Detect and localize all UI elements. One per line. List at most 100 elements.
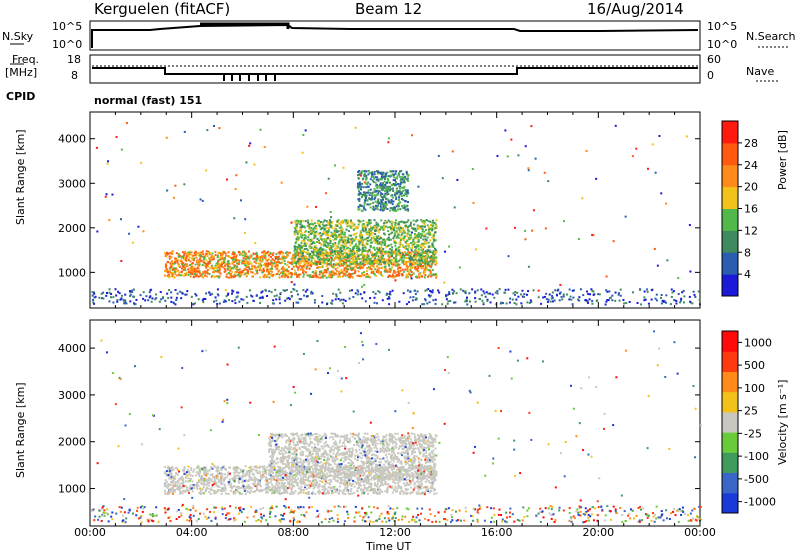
- data-cell: [211, 258, 214, 261]
- data-cell: [239, 271, 242, 274]
- data-cell: [335, 263, 338, 266]
- data-cell: [227, 255, 230, 258]
- data-cell: [351, 267, 354, 270]
- data-cell: [284, 498, 287, 501]
- data-cell: [321, 266, 324, 269]
- data-cell: [417, 270, 420, 273]
- data-cell: [218, 267, 221, 270]
- data-cell: [400, 226, 403, 229]
- data-cell: [304, 129, 307, 132]
- data-cell: [201, 264, 204, 267]
- data-cell: [372, 239, 375, 242]
- data-cell: [377, 198, 380, 201]
- data-cell: [405, 189, 408, 192]
- data-cell: [302, 238, 305, 241]
- data-cell: [247, 273, 250, 276]
- data-cell: [425, 260, 428, 263]
- data-cell: [261, 258, 264, 261]
- data-cell: [410, 270, 413, 273]
- data-cell: [357, 174, 360, 177]
- data-cell: [301, 236, 304, 239]
- data-cell: [343, 520, 346, 523]
- data-cell: [302, 133, 305, 136]
- data-cell: [313, 248, 316, 251]
- data-cell: [149, 295, 152, 298]
- data-cell: [177, 253, 180, 256]
- data-cell: [578, 299, 581, 302]
- data-cell: [271, 262, 274, 265]
- data-cell: [251, 266, 254, 269]
- data-cell: [412, 242, 415, 245]
- data-cell: [281, 271, 284, 274]
- data-cell: [140, 521, 143, 524]
- data-cell: [384, 233, 387, 236]
- data-cell: [363, 181, 366, 184]
- data-cell: [369, 297, 372, 300]
- data-cell: [272, 252, 275, 255]
- data-cell: [212, 476, 215, 479]
- data-cell: [447, 300, 450, 303]
- data-cell: [170, 264, 173, 267]
- data-cell: [410, 253, 413, 256]
- data-cell: [411, 243, 414, 246]
- data-cell: [257, 518, 260, 521]
- data-cell: [232, 251, 235, 254]
- data-cell: [295, 264, 298, 267]
- data-cell: [152, 414, 155, 417]
- data-cell: [359, 186, 362, 189]
- data-cell: [360, 172, 363, 175]
- data-cell: [293, 230, 296, 233]
- data-cell: [283, 273, 286, 276]
- data-cell: [197, 252, 200, 255]
- data-cell: [524, 229, 527, 232]
- data-cell: [350, 249, 353, 252]
- data-cell: [408, 258, 411, 261]
- data-cell: [375, 170, 378, 173]
- data-cell: [315, 273, 318, 276]
- data-cell: [339, 275, 342, 278]
- data-cell: [96, 462, 99, 465]
- cpid-label: CPID: [6, 90, 36, 103]
- data-cell: [521, 295, 524, 298]
- data-cell: [307, 274, 310, 277]
- data-cell: [349, 267, 352, 270]
- data-cell: [534, 157, 537, 160]
- data-cell: [348, 289, 351, 292]
- data-cell: [308, 226, 311, 229]
- data-cell: [373, 198, 376, 201]
- data-cell: [510, 138, 513, 141]
- data-cell: [380, 250, 383, 253]
- data-cell: [390, 238, 393, 241]
- data-cell: [381, 254, 384, 257]
- data-cell: [427, 263, 430, 266]
- data-cell: [386, 171, 389, 174]
- data-cell: [581, 197, 584, 200]
- data-cell: [340, 244, 343, 247]
- data-cell: [252, 258, 255, 261]
- data-cell: [370, 270, 373, 273]
- data-cell: [660, 294, 663, 297]
- data-cell: [352, 239, 355, 242]
- data-cell: [311, 274, 314, 277]
- data-cell: [245, 253, 248, 256]
- data-cell: [401, 268, 404, 271]
- data-cell: [363, 225, 366, 228]
- data-cell: [108, 300, 111, 303]
- data-cell: [213, 275, 216, 278]
- data-cell: [124, 302, 127, 305]
- data-cell: [403, 260, 406, 263]
- data-cell: [348, 252, 351, 255]
- data-cell: [216, 270, 219, 273]
- data-cell: [352, 250, 355, 253]
- data-cell: [204, 515, 207, 518]
- data-cell: [400, 239, 403, 242]
- data-cell: [350, 485, 353, 488]
- data-cell: [568, 298, 571, 301]
- data-cell: [118, 292, 121, 295]
- data-cell: [444, 508, 447, 511]
- data-cell: [338, 226, 341, 229]
- data-cell: [217, 294, 220, 297]
- data-cell: [187, 271, 190, 274]
- data-cell: [166, 270, 169, 273]
